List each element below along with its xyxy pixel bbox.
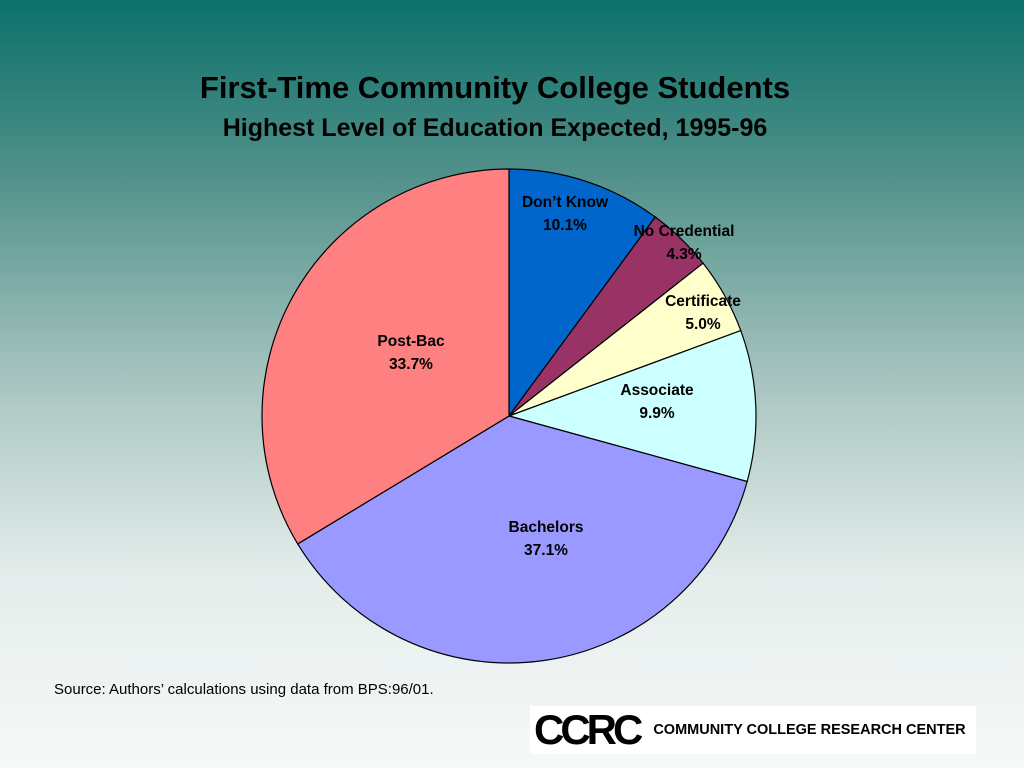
slice-value-don-t-know: 10.1% [543,217,587,234]
slice-label-don-t-know: Don’t Know [522,194,609,211]
logo-mark: CCRC [534,706,643,753]
slice-label-certificate: Certificate [665,293,741,310]
slice-value-associate: 9.9% [639,405,675,422]
slice-value-no-credential: 4.3% [666,246,702,263]
slice-label-bachelors: Bachelors [509,519,584,536]
pie-slice-don-t-know [508,168,657,418]
slice-label-post-bac: Post-Bac [377,333,445,350]
pie-slice-bachelors [296,415,748,664]
ccrc-logo: CCRC COMMUNITY COLLEGE RESEARCH CENTER [530,706,976,754]
pie-slice-post-bac [261,168,510,545]
slice-value-bachelors: 37.1% [524,542,568,559]
pie-slice-associate [507,329,757,483]
slice-label-associate: Associate [620,382,694,399]
source-note: Source: Authors’ calculations using data… [54,681,434,698]
slice-value-post-bac: 33.7% [389,356,433,373]
logo-text: COMMUNITY COLLEGE RESEARCH CENTER [653,722,966,738]
chart-title: First-Time Community College Students [199,70,791,105]
chart-subtitle: Highest Level of Education Expected, 199… [222,114,768,142]
slice-label-no-credential: No Credential [634,223,735,240]
slice-value-certificate: 5.0% [685,316,721,333]
